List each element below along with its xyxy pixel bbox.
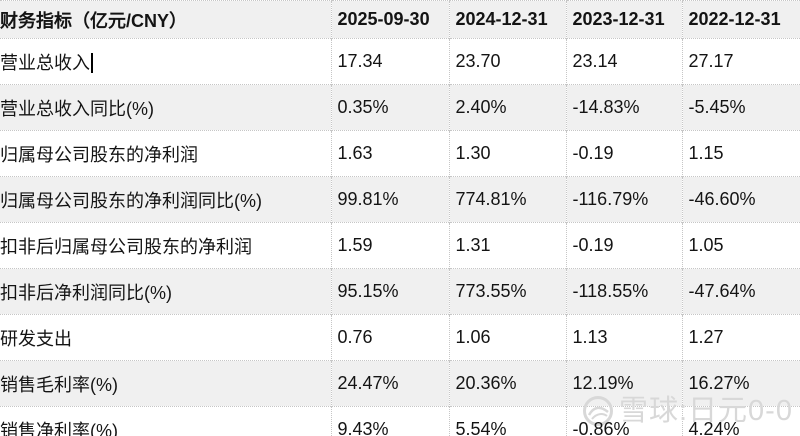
table-title: 财务指标（亿元/CNY） — [0, 10, 188, 31]
table-row: 研发支出 0.76 1.06 1.13 1.27 — [0, 314, 800, 361]
metric-value: 774.81% — [455, 189, 527, 209]
column-header-label: 2024-12-31 — [455, 9, 548, 29]
metric-value: -118.55% — [572, 281, 649, 301]
metric-value: 1.05 — [688, 235, 724, 255]
metric-value: -0.19 — [572, 143, 614, 163]
table-row: 归属母公司股东的净利润 1.63 1.30 -0.19 1.15 — [0, 130, 800, 177]
metric-label: 销售净利率(%) — [0, 420, 118, 436]
metric-value: -0.19 — [572, 235, 614, 255]
column-header-2022-12-31: 2022-12-31 — [681, 0, 800, 39]
metric-value: 2.40% — [455, 97, 507, 117]
metric-value: 4.24% — [688, 419, 740, 436]
metric-value: 12.19% — [572, 373, 634, 393]
metric-value: 17.34 — [337, 51, 383, 71]
metric-label: 营业总收入同比(%) — [0, 98, 154, 119]
table-row: 扣非后归属母公司股东的净利润 1.59 1.31 -0.19 1.05 — [0, 222, 800, 269]
metric-value: 24.47% — [337, 373, 399, 393]
metric-value: 99.81% — [337, 189, 399, 209]
metric-label: 营业总收入 — [0, 52, 90, 73]
metric-value: 1.13 — [572, 327, 608, 347]
xueqiu-watermark: 雪球:日元0-0 — [582, 395, 793, 427]
table-row: 归属母公司股东的净利润同比(%) 99.81% 774.81% -116.79%… — [0, 176, 800, 223]
metric-value: 5.54% — [455, 419, 507, 436]
column-header-label: 2023-12-31 — [572, 9, 665, 29]
metric-label: 扣非后归属母公司股东的净利润 — [0, 236, 252, 257]
column-header-2023-12-31: 2023-12-31 — [565, 0, 682, 39]
metric-value: -116.79% — [572, 189, 649, 209]
metric-value: 0.76 — [337, 327, 373, 347]
metric-value: -0.86% — [572, 419, 630, 436]
metric-value: -46.60% — [688, 189, 756, 209]
metric-value: 27.17 — [688, 51, 734, 71]
column-header-2025-09-30: 2025-09-30 — [330, 0, 449, 39]
metric-value: -5.45% — [688, 97, 746, 117]
metric-value: 1.27 — [688, 327, 724, 347]
table-header-row: 财务指标（亿元/CNY） 2025-09-30 2024-12-31 2023-… — [0, 0, 800, 39]
metric-value: 9.43% — [337, 419, 389, 436]
metric-value: 23.14 — [572, 51, 618, 71]
xueqiu-logo-icon — [582, 395, 614, 427]
metric-value: 1.30 — [455, 143, 491, 163]
metric-value: -47.64% — [688, 281, 756, 301]
metric-value: 1.06 — [455, 327, 491, 347]
metric-label: 归属母公司股东的净利润 — [0, 144, 198, 165]
metric-label: 研发支出 — [0, 328, 72, 349]
metric-value: 0.35% — [337, 97, 389, 117]
text-cursor — [91, 52, 93, 73]
column-header-label: 2022-12-31 — [688, 9, 781, 29]
table-row: 营业总收入同比(%) 0.35% 2.40% -14.83% -5.45% — [0, 84, 800, 131]
metric-label: 归属母公司股东的净利润同比(%) — [0, 190, 262, 211]
watermark-text: 雪球:日元0-0 — [619, 394, 793, 427]
table-title-cell: 财务指标（亿元/CNY） — [0, 0, 331, 39]
column-header-2024-12-31: 2024-12-31 — [448, 0, 566, 39]
metric-value: 1.59 — [337, 235, 373, 255]
metric-value: 20.36% — [455, 373, 517, 393]
table-row: 销售毛利率(%) 24.47% 20.36% 12.19% 16.27% — [0, 360, 800, 407]
metric-value: 95.15% — [337, 281, 399, 301]
metric-value: 16.27% — [688, 373, 750, 393]
table-row: 扣非后净利润同比(%) 95.15% 773.55% -118.55% -47.… — [0, 268, 800, 315]
metric-value: -14.83% — [572, 97, 640, 117]
metric-value: 1.63 — [337, 143, 373, 163]
metric-value: 773.55% — [455, 281, 527, 301]
metric-value: 1.15 — [688, 143, 724, 163]
column-header-label: 2025-09-30 — [337, 9, 430, 29]
metric-label: 销售毛利率(%) — [0, 374, 118, 395]
metric-label: 扣非后净利润同比(%) — [0, 282, 172, 303]
table-row: 销售净利率(%) 9.43% 5.54% -0.86% 4.24% — [0, 406, 800, 436]
table-row: 营业总收入 17.34 23.70 23.14 27.17 — [0, 38, 800, 85]
metric-value: 1.31 — [455, 235, 491, 255]
metric-value: 23.70 — [455, 51, 501, 71]
